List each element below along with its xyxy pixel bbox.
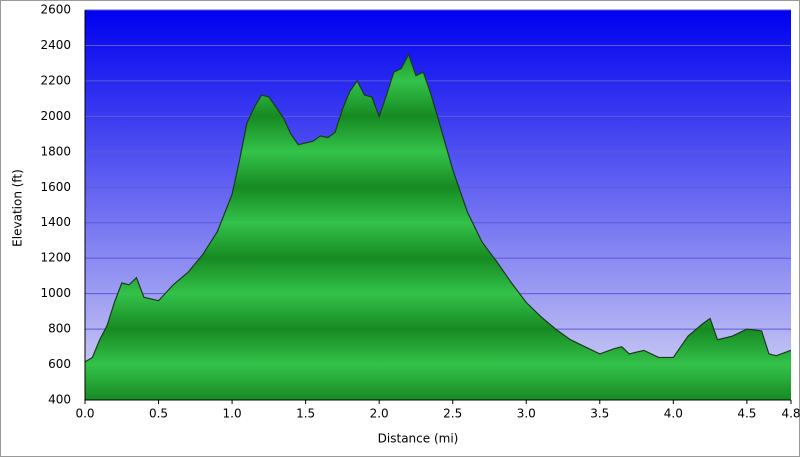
y-tick-label: 800 [48,322,71,336]
y-tick-label: 1800 [40,144,71,158]
x-tick-label: 4.0 [664,407,683,421]
elevation-area [85,54,791,401]
y-tick-label: 1400 [40,215,71,229]
x-tick-label: 1.5 [296,407,315,421]
y-tick-label: 2600 [40,3,71,17]
y-tick-label: 1200 [40,251,71,265]
x-tick-label: 4.8 [781,407,800,421]
y-tick-label: 1000 [40,286,71,300]
y-axis-label: Elevation (ft) [11,169,25,247]
x-tick-label: 3.5 [590,407,609,421]
x-axis-label: Distance (mi) [378,432,459,446]
y-tick-label: 2000 [40,109,71,123]
x-tick-label: 3.0 [517,407,536,421]
x-tick-label: 2.0 [370,407,389,421]
y-tick-label: 600 [48,357,71,371]
x-tick-label: 4.5 [737,407,756,421]
y-tick-label: 1600 [40,180,71,194]
y-tick-label: 2200 [40,73,71,87]
x-tick-label: 0.5 [149,407,168,421]
x-tick-label: 0.0 [75,407,94,421]
y-tick-label: 400 [48,393,71,407]
y-tick-label: 2400 [40,38,71,52]
x-tick-label: 1.0 [223,407,242,421]
x-tick-label: 2.5 [443,407,462,421]
elevation-line [84,52,792,363]
